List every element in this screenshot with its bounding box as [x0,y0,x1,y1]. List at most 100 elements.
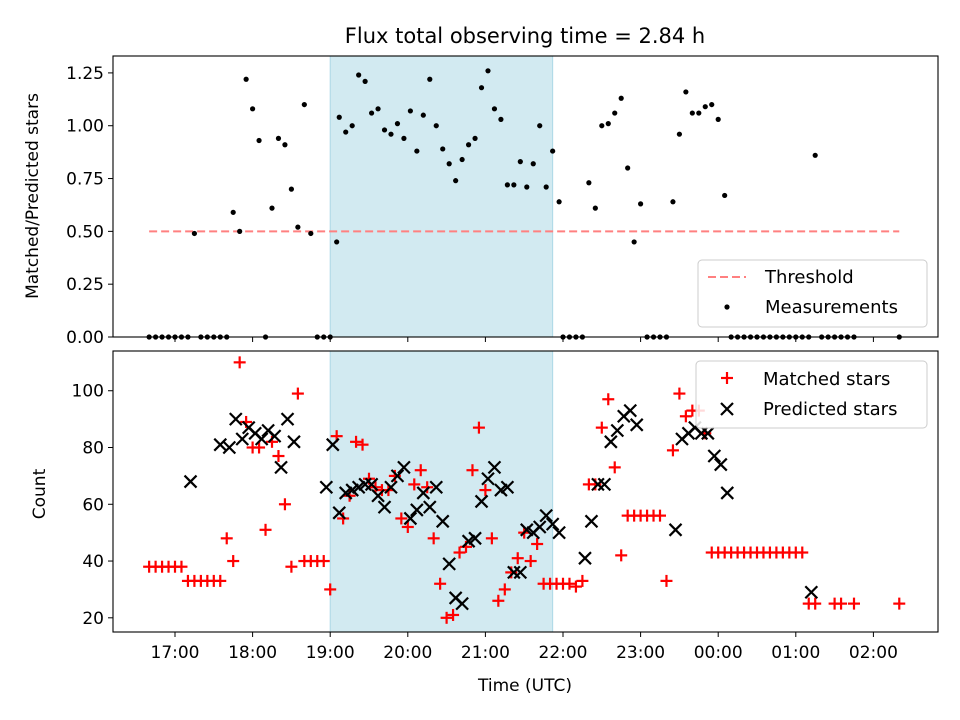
measurement-point [683,89,689,95]
matched-star-point [563,577,576,590]
measurement-point [401,135,407,141]
measurement-point [301,101,307,108]
shaded-interval [329,55,554,338]
x-tick-label: 00:00 [694,643,743,663]
matched-star-point [466,464,479,477]
measurement-point [465,142,472,148]
matched-star-point [893,597,906,610]
matched-star-point [835,597,848,610]
x-tick-label: 20:00 [383,643,432,663]
measurement-point [550,148,556,154]
matched-star-point [602,393,615,406]
y-tick-label: 1.00 [66,117,104,137]
measurement-point [230,209,236,215]
measurement-point [336,114,342,120]
matched-star-point [350,435,363,448]
measurement-point [524,184,530,190]
y-tick-label: 0.75 [66,170,104,190]
predicted-star-point [804,585,819,600]
bottom-legend-box [695,360,928,429]
bottom-axes-frame [112,350,939,633]
matched-star-point [615,549,628,562]
predicted-star-point [377,500,392,514]
y-tick-label: 0.25 [66,275,104,295]
measurement-point [599,123,605,129]
y-tick-label: 0.00 [66,328,104,348]
predicted-star-point [222,440,237,455]
bottom-y-ticks: 20 40 60 80 100 [72,382,113,629]
matched-star-point [453,546,466,559]
predicted-star-point [397,460,411,475]
legend-predicted-swatch [720,402,734,416]
y-tick-label: 0.50 [66,222,104,242]
matched-star-point [337,512,350,525]
predicted-star-point [584,514,599,529]
measurement-point [670,199,676,205]
predicted-star-point [552,525,566,540]
measurement-point [537,123,543,129]
x-tick-label: 18:00 [228,643,277,663]
measurement-point [472,135,478,141]
predicted-star-point [714,457,728,472]
measurement-point [446,161,452,167]
matched-star-point [524,555,537,568]
measurement-point [631,239,637,245]
y-tick-label: 1.25 [66,64,104,84]
matched-star-point [427,532,440,545]
predicted-star-point [254,432,269,446]
top-legend: Threshold Measurements [697,259,928,328]
top-y-ticks: 0.00 0.25 0.50 0.75 1.00 1.25 [66,64,113,348]
measurement-point [625,165,631,171]
legend-matched-label: Matched stars [763,369,890,390]
predicted-star-point [500,480,515,495]
x-tick-label: 19:00 [306,643,355,663]
x-tick-label: 17:00 [151,643,200,663]
matched-star-point [576,574,589,587]
predicted-star-point [364,477,379,492]
matched-star-point [673,387,686,400]
measurement-point [282,142,288,148]
measurement-point [702,104,708,110]
matched-star-point [531,538,544,551]
predicted-star-point [183,474,198,489]
matched-star-point [679,410,692,423]
measurement-point [250,106,256,112]
predicted-star-point [474,494,489,509]
measurement-point [498,116,504,122]
matched-star-point [401,520,414,533]
matched-star-point [660,574,673,587]
predicted-star-point [539,508,553,523]
matched-star-point [233,356,246,369]
bottom-y-axis-label: Count [30,468,50,519]
measurement-point [605,121,611,127]
predicted-star-point [701,426,715,441]
predicted-star-point [274,460,288,475]
measurement-point [420,112,426,118]
measurement-point [689,110,695,116]
y-tick-label: 20 [82,609,104,629]
predicted-star-point [604,435,618,449]
measurement-point [243,76,249,82]
measurement-point [491,106,498,112]
measurement-point [592,205,598,211]
matched-star-point [666,444,679,457]
measurement-point [696,110,702,116]
matched-star-point [395,512,408,525]
matched-star-point [498,583,511,596]
measurement-point [295,224,301,230]
measurement-point [407,108,413,114]
matched-star-point [440,611,453,624]
predicted-star-point [280,412,295,426]
matched-star-point [408,478,421,491]
predicted-star-point [513,565,528,580]
predicted-star-point [629,418,644,432]
predicted-star-point [481,471,495,486]
top-axes-frame [112,55,939,338]
measurement-point [638,201,644,207]
predicted-star-point [423,500,437,514]
predicted-star-point [720,486,735,500]
matched-star-point [421,481,434,494]
chart-title: Flux total observing time = 2.84 h [345,24,705,48]
measurement-point [530,161,536,167]
measurement-point [368,110,375,116]
